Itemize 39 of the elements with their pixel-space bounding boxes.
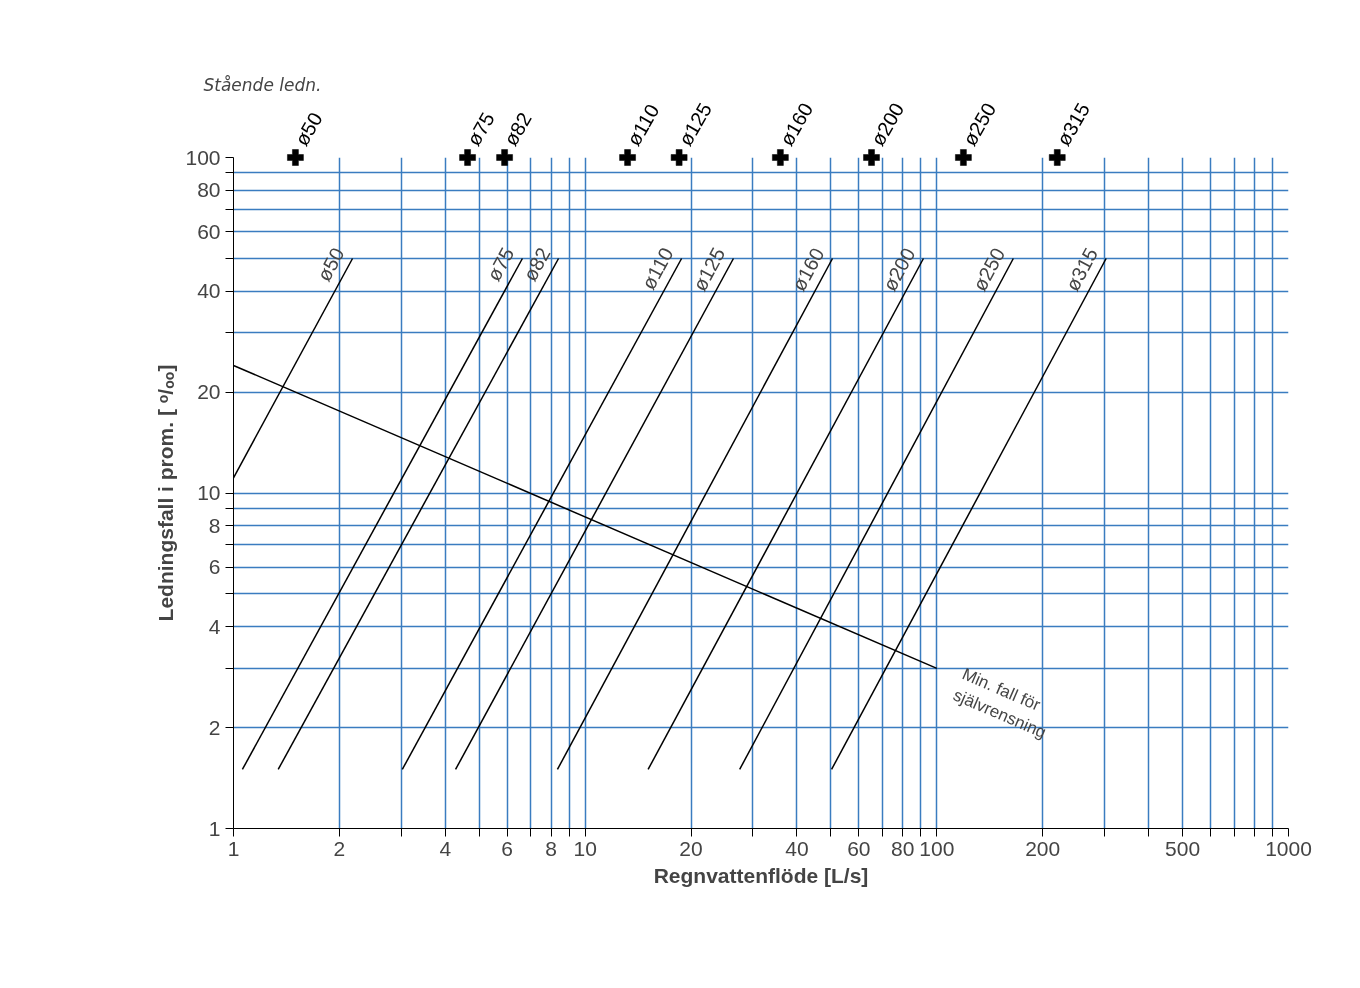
x-tick-label: 1 xyxy=(227,836,240,860)
x-tick-label: 6 xyxy=(501,836,513,860)
text: ø315 xyxy=(1061,244,1103,295)
x-tick-label: 40 xyxy=(785,836,809,860)
y-tick-label: 4 xyxy=(208,614,221,638)
y-tick-label: 6 xyxy=(208,555,221,579)
x-tick-label: 10 xyxy=(573,836,597,860)
y-tick-label: 10 xyxy=(197,481,221,504)
x-tick-label: 8 xyxy=(545,836,557,860)
x-tick-label: 1000 xyxy=(1265,836,1312,860)
text: ø50 xyxy=(312,244,349,285)
y-tick-label: 60 xyxy=(197,219,221,243)
y-tick-label: 80 xyxy=(197,178,221,202)
x-tick-label: 4 xyxy=(439,836,452,860)
text: ø82 xyxy=(518,243,555,285)
text: Stående ledn. xyxy=(203,75,322,95)
text: ø250 xyxy=(968,244,1010,295)
x-tick-label: 100 xyxy=(919,836,955,860)
y-tick-label: 8 xyxy=(208,513,221,537)
text: ø200 xyxy=(878,244,920,295)
y-tick-label: 1 xyxy=(208,816,221,840)
x-tick-label: 80 xyxy=(891,836,915,860)
x-tick-label: 500 xyxy=(1165,836,1201,860)
x-tick-label: 60 xyxy=(847,836,871,860)
x-tick-label: 200 xyxy=(1025,836,1061,860)
annotation: ø82 xyxy=(499,108,536,150)
text: ø125 xyxy=(688,243,730,295)
x-tick-label: 2 xyxy=(333,836,346,860)
y-tick-label: 100 xyxy=(185,145,221,169)
x-axis-title: Regnvattenflöde [L/s] xyxy=(653,863,869,887)
y-tick-label: 40 xyxy=(197,279,221,303)
y-tick-label: 2 xyxy=(208,715,221,739)
y-tick-label: 20 xyxy=(197,380,221,403)
y-axis-title: Ledningsfall i prom. [ ᵒ/ₒₒ] xyxy=(154,364,178,622)
text: ø110 xyxy=(637,243,678,294)
annotation: ø50 xyxy=(290,108,327,150)
text: ø75 xyxy=(482,243,519,285)
x-tick-label: 20 xyxy=(679,836,703,860)
text: ø160 xyxy=(787,244,829,295)
